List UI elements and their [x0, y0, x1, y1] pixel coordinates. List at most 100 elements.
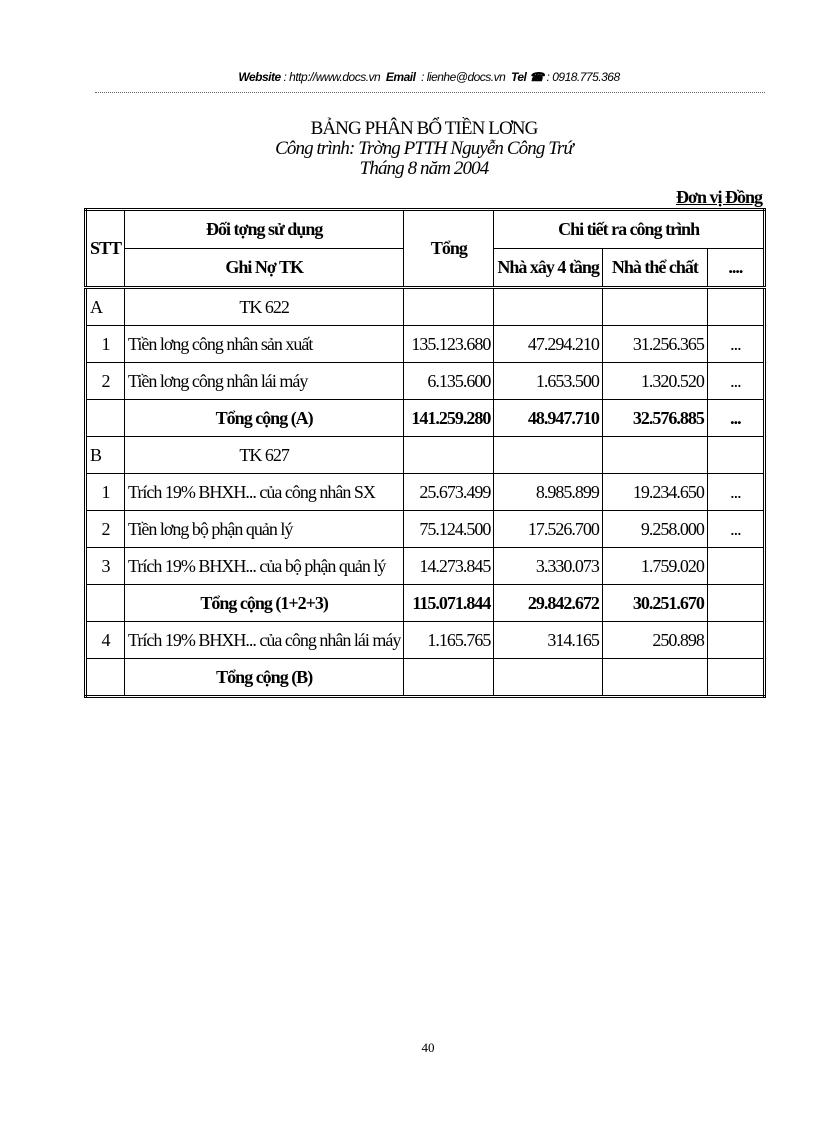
page-number: 40	[421, 1040, 435, 1055]
email-label: Email	[385, 70, 416, 84]
cell-name: Trích 19% BHXH... của bộ phận quản lý	[124, 547, 405, 585]
cell-stt: 1	[84, 325, 126, 363]
cell-more	[706, 658, 765, 697]
cell-building: 48.947.710	[493, 399, 603, 437]
cell-building: 47.294.210	[493, 325, 603, 363]
cell-name: Trích 19% BHXH... của công nhân SX	[124, 473, 405, 511]
cell-stt: 3	[84, 547, 126, 585]
header-total: Tổng	[403, 209, 495, 288]
cell-building: 17.526.700	[493, 510, 603, 548]
cell-more: ...	[706, 399, 765, 437]
cell-total: 25.673.499	[403, 473, 495, 511]
cell-gym: 19.234.650	[601, 473, 708, 511]
cell-name: Tổng cộng (B)	[124, 658, 405, 697]
cell-gym	[601, 436, 708, 474]
email-link[interactable]: lienhe@docs.vn	[426, 70, 506, 84]
table-row: 4 Trích 19% BHXH... của công nhân lái máy…	[84, 621, 765, 659]
cell-building: 314.165	[493, 621, 603, 659]
document-title: BẢNG PHÂN BỔ TIỀN LƠNG	[310, 118, 539, 139]
document-period: Tháng 8 năm 2004	[359, 158, 490, 179]
cell-name: TK 622	[124, 286, 405, 326]
cell-total	[403, 436, 495, 474]
header-debit-account: Ghi Nợ TK	[124, 248, 405, 288]
table-row: 1 Tiền lơng công nhân sản xuất 135.123.680…	[84, 325, 765, 363]
header-divider	[95, 92, 765, 93]
cell-name: Tổng cộng (A)	[124, 399, 405, 437]
cell-stt: 4	[84, 621, 126, 659]
header-col-gym: Nhà thể chất	[601, 248, 708, 288]
cell-gym: 1.320.520	[601, 362, 708, 400]
cell-more: ...	[706, 325, 765, 363]
cell-total: 75.124.500	[403, 510, 495, 548]
cell-more: ...	[706, 473, 765, 511]
website-label: Website	[238, 70, 281, 84]
table-row: 2 Tiền lơng bộ phận quản lý 75.124.500 17.5…	[84, 510, 765, 548]
table-row: 2 Tiền lơng công nhân lái máy 6.135.600 1.6…	[84, 362, 765, 400]
cell-name: Tiền lơng công nhân lái máy	[124, 362, 405, 400]
cell-gym: 9.258.000	[601, 510, 708, 548]
cell-gym: 32.576.885	[601, 399, 708, 437]
cell-building: 8.985.899	[493, 473, 603, 511]
header-object: Đối tợng sử dụng	[124, 209, 405, 249]
header-col-more: ....	[706, 248, 765, 288]
cell-stt	[84, 399, 126, 437]
cell-stt: B	[84, 436, 126, 474]
table-row: B TK 627	[84, 436, 765, 474]
cell-total: 141.259.280	[403, 399, 495, 437]
cell-total: 115.071.844	[403, 584, 495, 622]
cell-building: 29.842.672	[493, 584, 603, 622]
cell-name: Tổng cộng (1+2+3)	[124, 584, 405, 622]
cell-gym: 1.759.020	[601, 547, 708, 585]
cell-stt: A	[84, 286, 126, 326]
cell-building	[493, 436, 603, 474]
salary-allocation-table: STT Đối tợng sử dụng Tổng Chi tiết ra cô…	[84, 208, 766, 698]
header-stt: STT	[84, 209, 126, 288]
table-row: Tổng cộng (A) 141.259.280 48.947.710 32.576…	[84, 399, 765, 437]
cell-gym: 30.251.670	[601, 584, 708, 622]
cell-more: ...	[706, 510, 765, 548]
cell-total: 14.273.845	[403, 547, 495, 585]
header-detail: Chi tiết ra công trình	[493, 209, 765, 249]
cell-stt: 2	[84, 510, 126, 548]
table-row: 3 Trích 19% BHXH... của bộ phận quản lý 14…	[84, 547, 765, 585]
table-row: A TK 622	[84, 286, 765, 326]
cell-total: 1.165.765	[403, 621, 495, 659]
cell-more	[706, 547, 765, 585]
cell-building	[493, 658, 603, 697]
website-link[interactable]: http://www.docs.vn	[289, 70, 381, 84]
header-col-building: Nhà xây 4 tầng	[493, 248, 603, 288]
table-row: Tổng cộng (B)	[84, 658, 765, 697]
tel-label: Tel	[511, 70, 527, 84]
unit-label: Đơn vị Đồng	[676, 187, 763, 207]
cell-total: 135.123.680	[403, 325, 495, 363]
cell-gym	[601, 286, 708, 326]
cell-stt: 1	[84, 473, 126, 511]
cell-stt: 2	[84, 362, 126, 400]
document-subtitle: Công trình: Trờng PTTH Nguyễn Công Trứ	[275, 138, 574, 159]
cell-name: Trích 19% BHXH... của công nhân lái máy	[124, 621, 405, 659]
cell-stt	[84, 658, 126, 697]
cell-more	[706, 286, 765, 326]
cell-more	[706, 584, 765, 622]
cell-gym: 250.898	[601, 621, 708, 659]
cell-gym	[601, 658, 708, 697]
phone-icon: ☎	[529, 70, 544, 84]
cell-building: 3.330.073	[493, 547, 603, 585]
cell-total: 6.135.600	[403, 362, 495, 400]
table-row: Tổng cộng (1+2+3) 115.071.844 29.842.672 30…	[84, 584, 765, 622]
cell-name: Tiền lơng công nhân sản xuất	[124, 325, 405, 363]
cell-stt	[84, 584, 126, 622]
cell-more	[706, 436, 765, 474]
page-header: Website : http://www.docs.vn Email : lie…	[238, 70, 620, 84]
cell-total	[403, 286, 495, 326]
cell-more: ...	[706, 362, 765, 400]
cell-gym: 31.256.365	[601, 325, 708, 363]
cell-building: 1.653.500	[493, 362, 603, 400]
cell-name: TK 627	[124, 436, 405, 474]
cell-more	[706, 621, 765, 659]
cell-name: Tiền lơng bộ phận quản lý	[124, 510, 405, 548]
table-row: 1 Trích 19% BHXH... của công nhân SX 25.67…	[84, 473, 765, 511]
tel-value: 0918.775.368	[552, 70, 620, 84]
cell-building	[493, 286, 603, 326]
cell-total	[403, 658, 495, 697]
